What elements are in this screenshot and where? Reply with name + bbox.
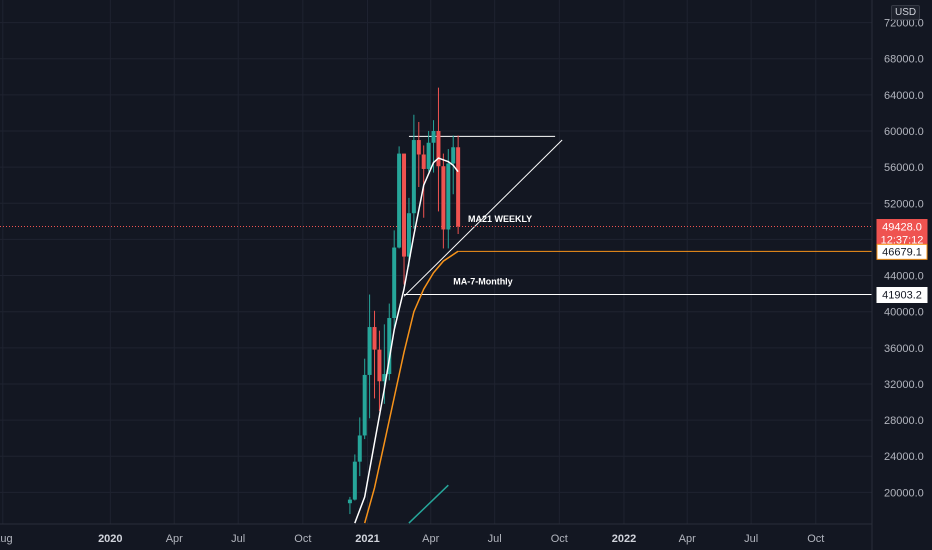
candle-body: [367, 327, 372, 375]
chart-grid: [0, 0, 872, 524]
candle-body: [436, 131, 441, 167]
price-tick-label: 20000.0: [884, 487, 924, 499]
time-tick-label: Oct: [807, 533, 824, 545]
time-tick-label: 2022: [612, 533, 636, 545]
price-tick-label: 32000.0: [884, 379, 924, 391]
series-line: [354, 157, 459, 524]
price-tick-label: 56000.0: [884, 162, 924, 174]
price-tick-label: 64000.0: [884, 90, 924, 102]
candle-body: [352, 461, 357, 500]
currency-badge[interactable]: USD: [891, 5, 921, 20]
candle-body: [411, 140, 416, 214]
candle-body: [426, 142, 431, 169]
time-tick-label: Apr: [679, 533, 696, 545]
time-axis[interactable]: Aug 2020 Apr Jul Oct 2021 Apr Jul Oct 2022 Apr Jul O…: [0, 523, 872, 545]
time-tick-label: Oct: [294, 533, 311, 545]
candle-body: [347, 499, 352, 504]
price-tick-label: 52000.0: [884, 198, 924, 210]
price-tag-label: 49428.0: [882, 222, 922, 234]
price-tick-label: 44000.0: [884, 271, 924, 283]
price-tick-label: 60000.0: [884, 126, 924, 138]
annotation-label: MA-7-Monthly: [453, 277, 513, 287]
time-tick-label: Aug: [0, 533, 13, 545]
drawing-overlays: [0, 135, 872, 297]
time-tick-label: Jul: [488, 533, 502, 545]
candle-body: [421, 154, 426, 169]
candle-body: [431, 131, 436, 143]
candle-body: [416, 140, 421, 155]
candle-body: [397, 153, 402, 248]
candle-body: [441, 166, 446, 230]
annotation-label: MA21 WEEKLY: [468, 214, 532, 224]
candle-body: [456, 147, 461, 227]
countdown-label: 12:37:12: [881, 235, 924, 247]
series-line: [408, 484, 449, 524]
price-axis[interactable]: 20000.0 24000.0 28000.0 32000.0 36000.0 40000…: [871, 0, 924, 550]
time-tick-label: 2021: [355, 533, 379, 545]
price-tag-box: [876, 243, 928, 260]
price-tag-label: 46679.1: [882, 246, 922, 258]
time-tick-label: Apr: [166, 533, 183, 545]
candle-body: [446, 163, 451, 230]
candle-body: [377, 349, 382, 382]
price-tag-box: [876, 286, 928, 303]
time-tick-label: 2020: [98, 533, 122, 545]
candle-series: [347, 87, 461, 515]
price-tick-label: 40000.0: [884, 307, 924, 319]
candle-body: [357, 435, 362, 462]
candle-body: [362, 374, 367, 436]
time-tick-label: Jul: [231, 533, 245, 545]
price-tick-label: 28000.0: [884, 415, 924, 427]
candle-body: [392, 247, 397, 319]
candle-body: [406, 213, 411, 257]
candle-body: [387, 318, 392, 375]
time-tick-label: Jul: [744, 533, 758, 545]
time-tick-label: Oct: [551, 533, 568, 545]
price-tick-label: 72000.0: [884, 18, 924, 30]
candle-body: [382, 374, 387, 382]
candle-body: [451, 147, 456, 164]
candle-body: [372, 327, 377, 350]
moving-average-lines: [354, 157, 459, 524]
series-line: [363, 250, 459, 524]
trend-line: [403, 139, 563, 297]
price-tick-label: 68000.0: [884, 54, 924, 66]
price-tag-label: 41903.2: [882, 289, 922, 301]
price-tick-label: 24000.0: [884, 451, 924, 463]
price-tick-label: 36000.0: [884, 343, 924, 355]
candle-body: [402, 153, 407, 257]
time-tick-label: Apr: [422, 533, 439, 545]
chart-annotations: MA21 WEEKLY MA-7-Monthly: [453, 214, 532, 286]
